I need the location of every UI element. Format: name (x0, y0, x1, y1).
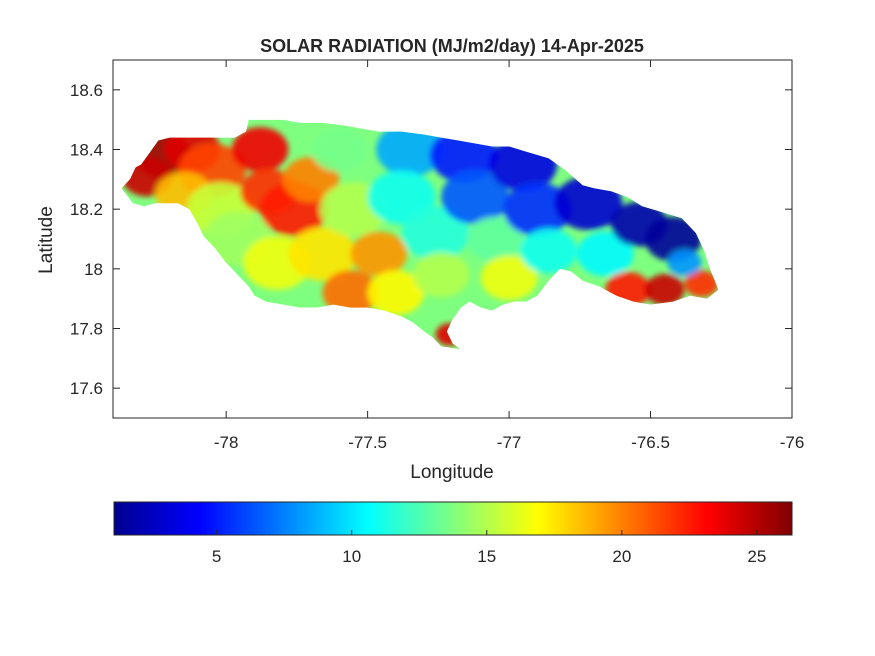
radiation-field (121, 119, 719, 350)
plot-frame (112, 59, 793, 419)
colorbar-tick-label: 25 (747, 547, 766, 566)
radiation-cell (520, 228, 577, 274)
x-tick-label: -78 (214, 433, 239, 452)
colorbar (113, 501, 793, 536)
radiation-cell (644, 274, 685, 306)
y-tick-label: 18.4 (70, 141, 103, 160)
x-axis-label: Longitude (410, 462, 493, 483)
colorbar-tick-label: 15 (477, 547, 496, 566)
y-tick-label: 17.8 (70, 320, 103, 339)
radiation-cell (288, 227, 357, 281)
colorbar-tick-label: 10 (342, 547, 361, 566)
x-tick-label: -77.5 (348, 433, 387, 452)
radiation-cell (441, 170, 509, 225)
radiation-cell (231, 127, 289, 172)
y-axis: 17.6 17.8 18 18.2 18.4 18.6 (70, 81, 792, 398)
x-tick-label: -76.5 (631, 433, 670, 452)
radiation-cell (311, 127, 368, 172)
radiation-cell (503, 182, 572, 237)
x-axis: -78 -77.5 -77 -76.5 -76 (214, 60, 804, 452)
y-tick-label: 18 (84, 260, 103, 279)
x-tick-label: -76 (780, 433, 805, 452)
chart-title: SOLAR RADIATION (MJ/m2/day) 14-Apr-2025 (260, 36, 644, 56)
radiation-cell (401, 206, 470, 260)
colorbar-axis: 5 10 15 20 25 (212, 530, 766, 566)
y-tick-label: 18.6 (70, 81, 103, 100)
radiation-cell (367, 270, 425, 316)
y-tick-label: 18.2 (70, 200, 103, 219)
colorbar-tick-label: 5 (212, 547, 221, 566)
radiation-cell (350, 231, 408, 277)
colorbar-tick-label: 20 (612, 547, 631, 566)
radiation-cell (684, 270, 719, 298)
x-tick-label: -77 (497, 433, 522, 452)
radiation-cell (480, 255, 538, 301)
radiation-cell (466, 216, 524, 262)
radiation-cell (667, 249, 702, 277)
y-axis-label: Latitude (36, 206, 57, 274)
radiation-cell (376, 122, 444, 177)
radiation-cell (322, 270, 380, 316)
radiation-cell (412, 252, 470, 298)
radiation-cell (577, 231, 634, 277)
y-tick-label: 17.6 (70, 379, 103, 398)
